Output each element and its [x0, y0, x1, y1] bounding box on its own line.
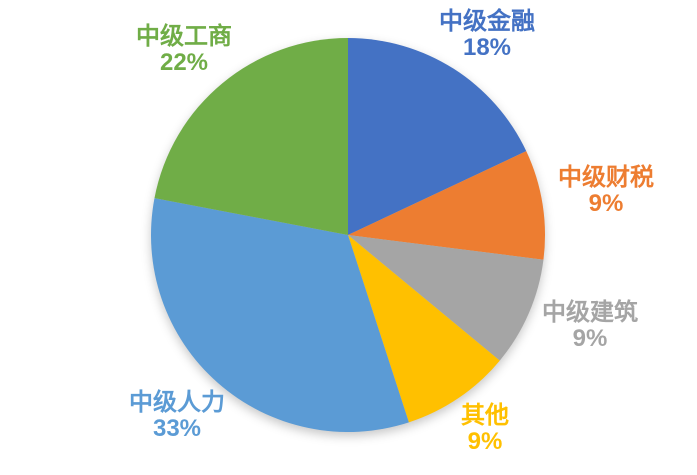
slice-percent: 9%	[588, 190, 624, 217]
slice-name: 中级财税	[558, 164, 654, 191]
slice-percent: 9%	[572, 325, 608, 352]
slice-name: 其他	[461, 402, 509, 429]
slice-percent: 9%	[467, 428, 503, 455]
slice-percent: 18%	[462, 34, 512, 61]
pie-slice-0	[348, 38, 527, 235]
slice-name: 中级建筑	[542, 299, 638, 326]
label-intermediate-business: 中级工商 22%	[104, 24, 264, 76]
label-intermediate-hr: 中级人力 33%	[97, 390, 257, 442]
label-other: 其他 9%	[405, 403, 565, 455]
label-intermediate-finance: 中级金融 18%	[407, 9, 567, 61]
slice-name: 中级工商	[136, 23, 232, 50]
slice-name: 中级金融	[439, 8, 535, 35]
pie-slice-5	[154, 38, 348, 235]
pie-slice-2	[348, 235, 544, 361]
label-intermediate-fiscal-tax: 中级财税 9%	[526, 165, 686, 217]
slice-percent: 22%	[159, 49, 209, 76]
pie-slice-3	[348, 235, 500, 423]
slice-name: 中级人力	[129, 389, 225, 416]
pie-slice-4	[151, 198, 409, 433]
label-intermediate-construction: 中级建筑 9%	[510, 300, 670, 352]
pie-slice-1	[348, 151, 546, 260]
slice-percent: 33%	[152, 415, 202, 442]
